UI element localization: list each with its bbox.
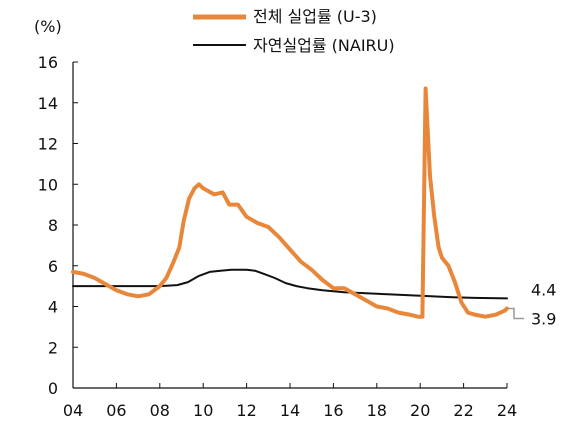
y-tick-label: 16 xyxy=(38,53,58,72)
x-tick-label: 18 xyxy=(367,401,387,420)
x-tick-label: 16 xyxy=(323,401,343,420)
y-tick-label: 2 xyxy=(48,338,58,357)
x-tick-label: 06 xyxy=(106,401,126,420)
end-label-leader-u3 xyxy=(509,307,524,320)
x-tick-label: 12 xyxy=(236,401,256,420)
y-tick-label: 0 xyxy=(48,379,58,398)
series-layer xyxy=(71,86,509,319)
end-labels: 4.4 3.9 xyxy=(509,280,556,329)
legend: 전체 실업률 (U-3) 자연실업률 (NAIRU) xyxy=(193,7,395,55)
x-tick-label: 20 xyxy=(410,401,430,420)
y-tick-label: 14 xyxy=(38,94,58,113)
x-tick-label: 04 xyxy=(63,401,83,420)
y-tick-label: 10 xyxy=(38,175,58,194)
x-tick-label: 24 xyxy=(497,401,517,420)
x-tick-label: 22 xyxy=(453,401,473,420)
legend-label-nairu: 자연실업률 (NAIRU) xyxy=(253,36,395,55)
end-label-nairu: 4.4 xyxy=(531,280,556,299)
series-line-u3 xyxy=(71,86,509,319)
y-axis-unit-label: (%) xyxy=(34,17,62,36)
y-tick-label: 12 xyxy=(38,135,58,154)
y-tick-label: 6 xyxy=(48,257,58,276)
x-tick-label: 10 xyxy=(193,401,213,420)
x-tick-label: 14 xyxy=(280,401,300,420)
legend-label-u3: 전체 실업률 (U-3) xyxy=(253,7,377,26)
y-tick-label: 4 xyxy=(48,298,58,317)
series-line-nairu xyxy=(72,268,508,300)
end-label-u3: 3.9 xyxy=(531,310,556,329)
x-tick-label: 08 xyxy=(150,401,170,420)
y-tick-label: 8 xyxy=(48,216,58,235)
